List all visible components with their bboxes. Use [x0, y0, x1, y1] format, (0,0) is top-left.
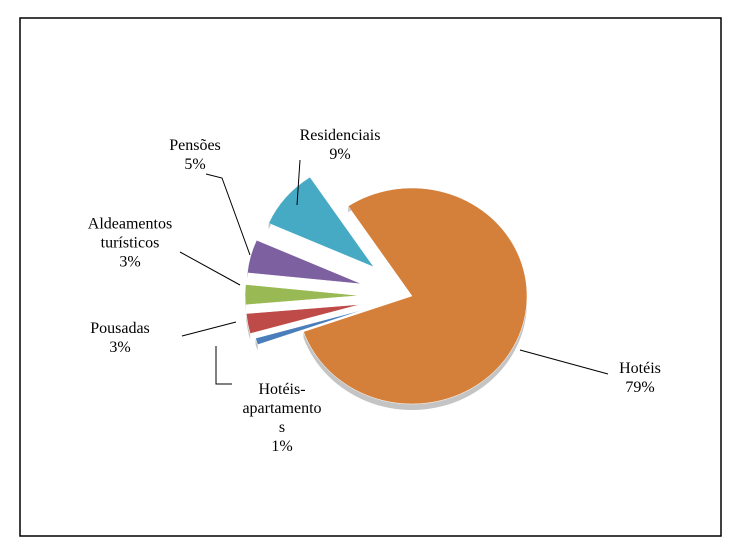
data-label: Aldeamentos turísticos 3% — [70, 215, 190, 272]
category-label: Pensões — [169, 137, 221, 154]
value-label: 1% — [271, 438, 293, 455]
leader-line — [296, 159, 301, 206]
value-label: 3% — [109, 339, 131, 356]
data-label: Pensões 5% — [160, 136, 230, 174]
leader-line — [205, 173, 251, 256]
value-label: 5% — [184, 156, 206, 173]
category-label: Residenciais — [299, 127, 381, 144]
data-label: Pousadas 3% — [80, 319, 160, 357]
value-label: 79% — [625, 379, 655, 396]
leader-line — [519, 349, 609, 375]
pie-slice — [244, 284, 361, 306]
value-label: 3% — [119, 253, 141, 271]
pie-slice — [255, 308, 367, 345]
value-label: 9% — [329, 146, 351, 163]
category-label: Aldeamentos turísticos — [87, 215, 173, 252]
category-label: Hotéis — [619, 360, 661, 377]
data-label: Hotéis 79% — [610, 359, 670, 397]
data-label: Hotéis-apartamentos 1% — [242, 380, 322, 456]
pie-slice — [268, 176, 375, 268]
leader-line — [179, 251, 241, 286]
leader-line — [215, 346, 232, 385]
category-label: Hotéis-apartamentos — [242, 381, 322, 436]
pie-slice — [245, 304, 361, 334]
pie-slice — [303, 187, 528, 405]
chart-frame — [19, 17, 722, 537]
data-label: Residenciais 9% — [290, 126, 390, 164]
category-label: Pousadas — [90, 320, 150, 337]
pie-slice-side — [255, 338, 258, 351]
pie-slice — [247, 239, 362, 285]
leader-line — [181, 321, 237, 337]
